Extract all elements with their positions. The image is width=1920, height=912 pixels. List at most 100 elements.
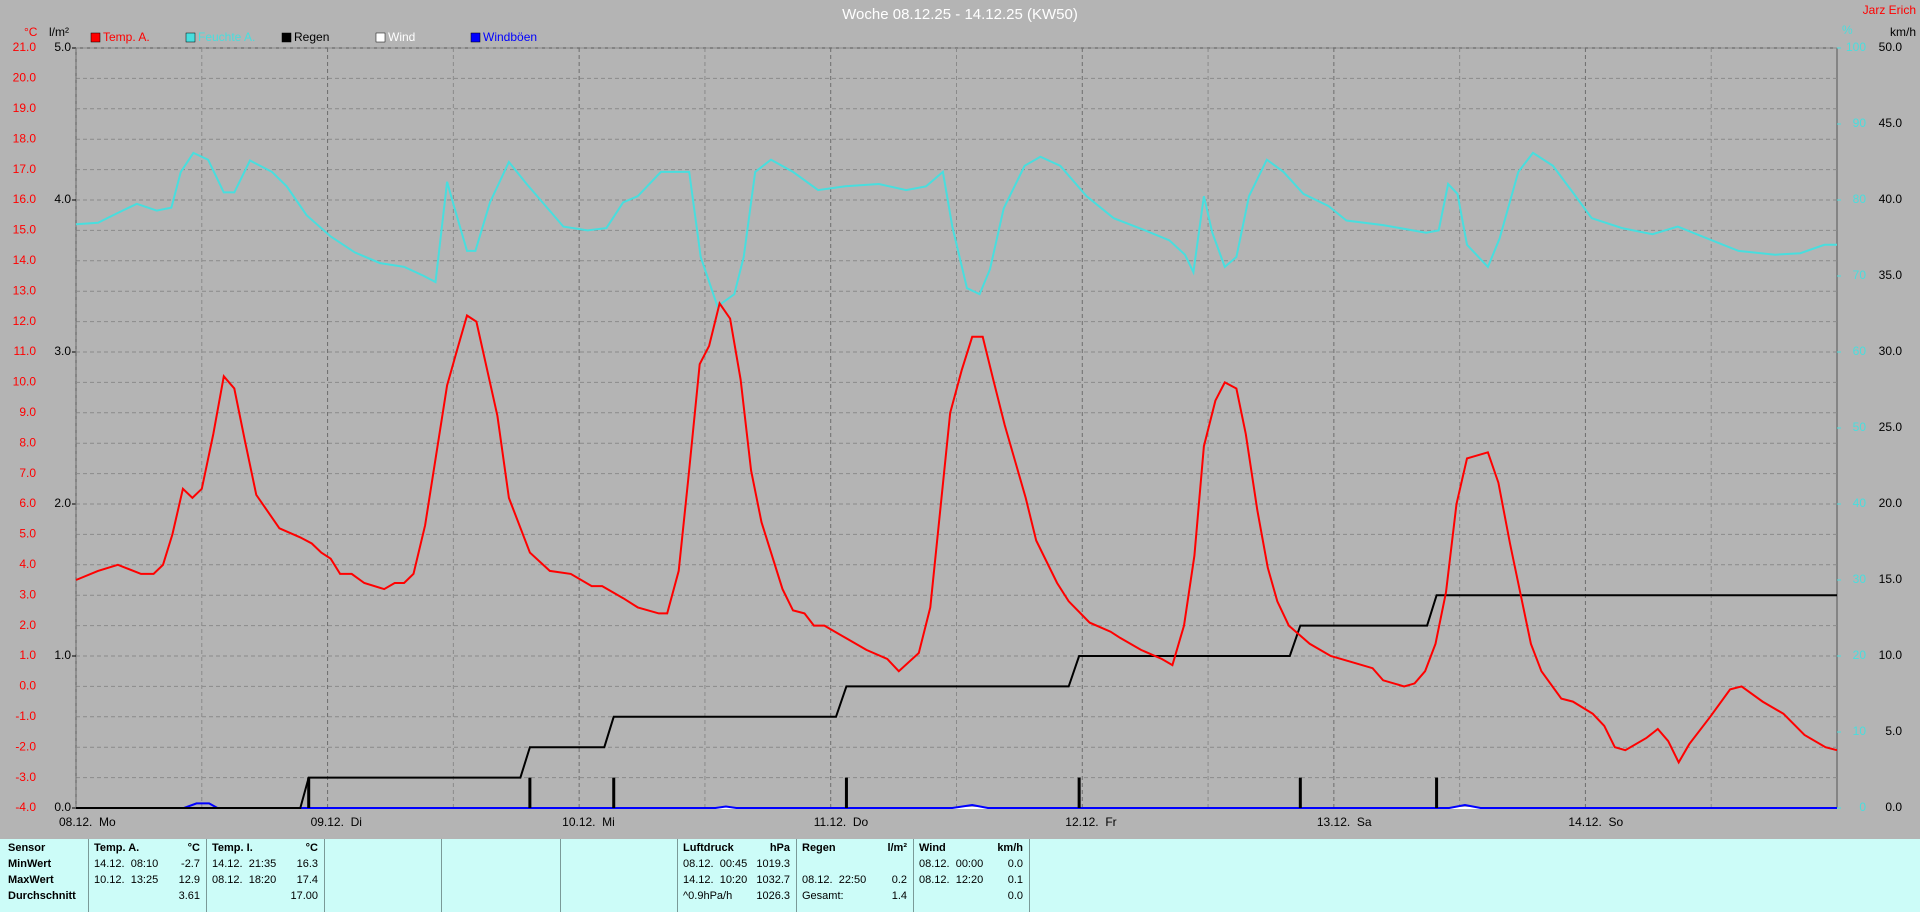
y-tick-label: 1.0	[19, 648, 36, 662]
y-unit: °C	[24, 25, 38, 39]
rain-tick-label: 4.0	[54, 192, 71, 206]
y-tick-label: 8.0	[19, 435, 36, 449]
legend-swatch	[90, 32, 101, 43]
divider	[560, 839, 561, 912]
humidity-tick-label: 40	[1853, 496, 1867, 510]
group-unit: l/m²	[887, 842, 907, 854]
stat-date: 14.12. 08:10	[94, 858, 159, 870]
chart-title: Woche 08.12.25 - 14.12.25 (KW50)	[842, 6, 1078, 23]
y-tick-label: 21.0	[13, 40, 37, 54]
stat-date: ^0.9hPa/h	[683, 890, 733, 902]
row-label: Durchschnitt	[8, 890, 76, 902]
humidity-tick-label: 90	[1853, 116, 1867, 130]
stat-value: 0.1	[1007, 874, 1023, 886]
x-tick-label: 13.12. Sa	[1317, 815, 1372, 829]
rain-unit: l/m²	[49, 25, 69, 39]
rain-bar	[844, 777, 848, 808]
x-tick-label: 11.12. Do	[814, 815, 869, 829]
stats-panel: Sensor MinWert MaxWert Durchschnitt Temp. A.…	[0, 839, 1920, 912]
humidity-tick-label: 50	[1853, 420, 1867, 434]
stat-value: 1032.7	[756, 874, 790, 886]
x-tick-label: 09.12. Di	[311, 815, 362, 829]
stat-date: 08.12. 00:00	[919, 858, 984, 870]
y2-tick-label: 50.0	[1879, 40, 1903, 54]
y-tick-label: 9.0	[19, 405, 36, 419]
legend-swatch	[281, 32, 292, 43]
stat-value: 3.61	[178, 890, 200, 902]
legend-label: Windböen	[483, 30, 537, 44]
y-tick-label: 19.0	[13, 101, 37, 115]
stat-date: 08.12. 12:20	[919, 874, 984, 886]
humidity-unit: %	[1842, 23, 1853, 37]
humidity-tick-label: 60	[1853, 344, 1867, 358]
y2-tick-label: 15.0	[1879, 572, 1903, 586]
group-unit: °C	[305, 842, 318, 854]
y2-tick-label: 30.0	[1879, 344, 1903, 358]
y2-tick-label: 25.0	[1879, 420, 1903, 434]
stat-value: -2.7	[181, 858, 200, 870]
legend-swatch	[185, 32, 196, 43]
humidity-tick-label: 70	[1853, 268, 1867, 282]
rain-tick-label: 5.0	[54, 40, 71, 54]
group-unit: hPa	[769, 842, 790, 854]
x-tick-label: 10.12. Mi	[562, 815, 615, 829]
group-title: Temp. A.	[94, 842, 140, 854]
y-tick-label: 13.0	[13, 283, 37, 297]
y-tick-label: -4.0	[15, 800, 36, 814]
y-tick-label: 10.0	[13, 375, 37, 389]
stat-date: 14.12. 21:35	[212, 858, 277, 870]
legend-label: Wind	[388, 30, 415, 44]
group-title: Luftdruck	[683, 842, 734, 854]
stat-value: 0.2	[891, 874, 907, 886]
y2-tick-label: 5.0	[1885, 724, 1902, 738]
legend-swatch	[470, 32, 481, 43]
humidity-tick-label: 10	[1853, 724, 1867, 738]
rain-bar	[307, 777, 311, 808]
chart: Woche 08.12.25 - 14.12.25 (KW50) Jarz Er…	[13, 3, 1916, 829]
y-tick-label: 5.0	[19, 527, 36, 541]
row-label: Sensor	[8, 842, 46, 854]
series-line	[75, 301, 1838, 765]
y2-tick-label: 0.0	[1885, 800, 1902, 814]
stat-value: 1026.3	[756, 890, 790, 902]
y2-tick-label: 10.0	[1879, 648, 1903, 662]
humidity-tick-label: 80	[1853, 192, 1867, 206]
legend-swatch	[375, 32, 386, 43]
x-tick-label: 08.12. Mo	[59, 815, 116, 829]
series-line	[75, 151, 1837, 309]
rain-bar	[1298, 777, 1302, 808]
y-tick-label: 6.0	[19, 496, 36, 510]
rain-tick-label: 0.0	[54, 800, 71, 814]
y-tick-label: 18.0	[13, 131, 37, 145]
y-tick-label: 7.0	[19, 466, 36, 480]
y-tick-label: 4.0	[19, 557, 36, 571]
humidity-tick-label: 100	[1846, 40, 1866, 54]
group-title: Wind	[919, 842, 946, 854]
group-unit: °C	[187, 842, 200, 854]
y-tick-label: 2.0	[19, 618, 36, 632]
author: Jarz Erich	[1863, 3, 1916, 17]
stat-value: 12.9	[178, 874, 200, 886]
rain-bar	[1435, 777, 1439, 808]
humidity-tick-label: 20	[1853, 648, 1867, 662]
stat-date: 08.12. 18:20	[212, 874, 277, 886]
stat-date: Gesamt:	[802, 890, 844, 902]
stat-value: 1019.3	[756, 858, 790, 870]
series-line	[76, 594, 1837, 809]
stat-value: 1.4	[891, 890, 907, 902]
x-tick-label: 12.12. Fr	[1065, 815, 1116, 829]
rain-bar	[528, 777, 532, 808]
stat-date: 08.12. 00:45	[683, 858, 748, 870]
divider	[1029, 839, 1030, 912]
divider	[324, 839, 325, 912]
y-tick-label: 11.0	[14, 344, 37, 358]
divider	[677, 839, 678, 912]
y-tick-label: 17.0	[13, 162, 37, 176]
stat-value: 0.0	[1007, 858, 1023, 870]
row-label: MinWert	[8, 858, 52, 870]
y2-unit: km/h	[1890, 25, 1916, 39]
y-tick-label: -2.0	[15, 739, 36, 753]
y2-tick-label: 35.0	[1879, 268, 1903, 282]
divider	[441, 839, 442, 912]
divider	[796, 839, 797, 912]
